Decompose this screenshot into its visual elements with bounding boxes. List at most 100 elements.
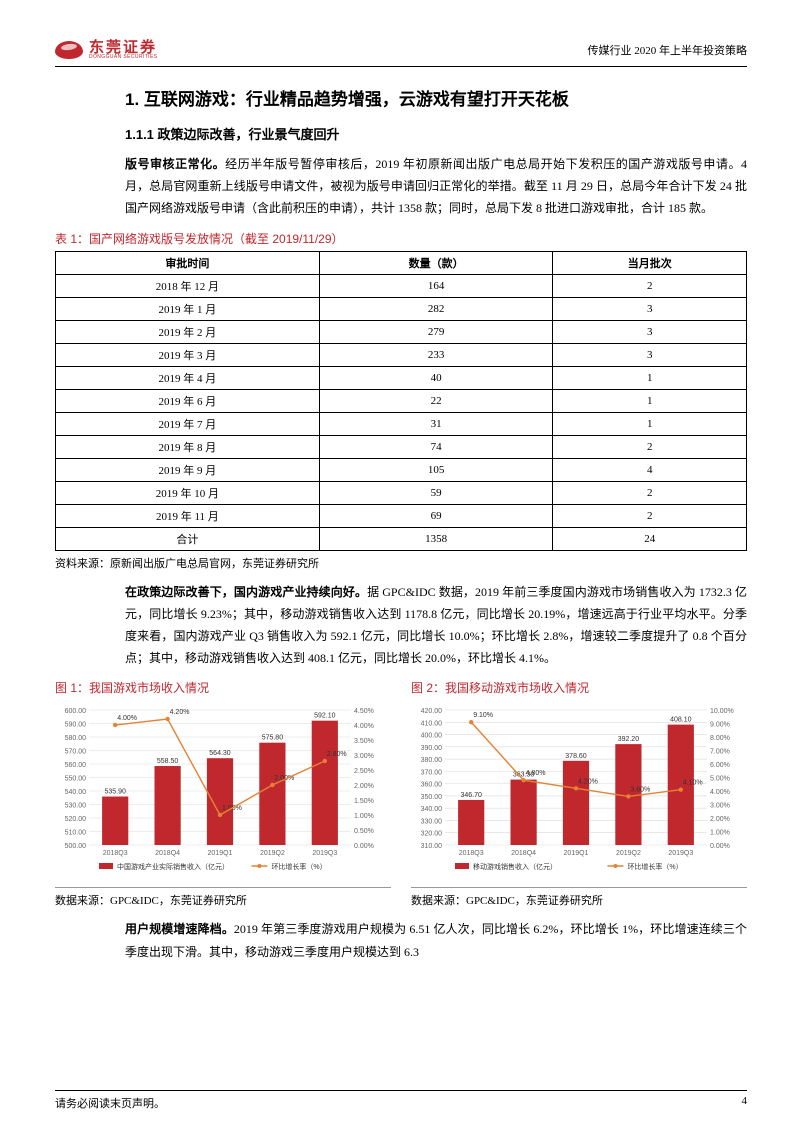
- chart2-source: 数据来源：GPC&IDC，东莞证券研究所: [411, 887, 747, 908]
- chart2-caption: 图 2：我国移动游戏市场收入情况: [411, 679, 747, 696]
- table1-cell: 2019 年 8 月: [56, 435, 320, 458]
- svg-text:340.00: 340.00: [421, 806, 443, 813]
- table-row: 2019 年 1 月2823: [56, 297, 747, 320]
- table1-header-cell: 审批时间: [56, 251, 320, 274]
- svg-text:1.50%: 1.50%: [354, 798, 374, 805]
- table1-cell: 31: [319, 412, 553, 435]
- svg-text:346.70: 346.70: [460, 792, 482, 799]
- table1-cell: 2: [553, 274, 747, 297]
- svg-text:310.00: 310.00: [421, 843, 443, 850]
- table-row: 2019 年 11 月692: [56, 504, 747, 527]
- chart1-source: 数据来源：GPC&IDC，东莞证券研究所: [55, 887, 391, 908]
- table1-cell: 3: [553, 320, 747, 343]
- svg-text:2019Q3: 2019Q3: [668, 850, 693, 857]
- table-row: 2019 年 6 月221: [56, 389, 747, 412]
- svg-text:2018Q4: 2018Q4: [511, 850, 536, 857]
- table1-cell: 2019 年 6 月: [56, 389, 320, 412]
- table1: 审批时间数量（款）当月批次 2018 年 12 月16422019 年 1 月2…: [55, 251, 747, 551]
- svg-text:390.00: 390.00: [421, 745, 443, 752]
- svg-text:590.00: 590.00: [65, 722, 87, 729]
- svg-text:2018Q3: 2018Q3: [459, 850, 484, 857]
- svg-text:9.00%: 9.00%: [710, 722, 730, 729]
- svg-text:中国游戏产业实际销售收入（亿元）: 中国游戏产业实际销售收入（亿元）: [117, 862, 229, 871]
- table1-cell: 2019 年 7 月: [56, 412, 320, 435]
- table1-cell: 233: [319, 343, 553, 366]
- table1-cell: 40: [319, 366, 553, 389]
- svg-text:550.00: 550.00: [65, 776, 87, 783]
- table-row: 2019 年 9 月1054: [56, 458, 747, 481]
- svg-text:0.50%: 0.50%: [354, 828, 374, 835]
- table1-header-cell: 数量（款）: [319, 251, 553, 274]
- svg-text:4.00%: 4.00%: [354, 723, 374, 730]
- table-row: 2019 年 4 月401: [56, 366, 747, 389]
- table1-cell: 2: [553, 504, 747, 527]
- footer-disclaimer: 请务必阅读末页声明。: [55, 1095, 165, 1111]
- table1-caption: 表 1：国产网络游戏版号发放情况（截至 2019/11/29）: [55, 230, 747, 247]
- table1-cell: 2019 年 1 月: [56, 297, 320, 320]
- table1-cell: 1: [553, 412, 747, 435]
- table1-cell: 2: [553, 435, 747, 458]
- paragraph-3: 用户规模增速降档。2019 年第三季度游戏用户规模为 6.51 亿人次，同比增长…: [125, 918, 747, 962]
- svg-text:移动游戏销售收入（亿元）: 移动游戏销售收入（亿元）: [473, 862, 557, 871]
- svg-text:380.00: 380.00: [421, 757, 443, 764]
- svg-text:564.30: 564.30: [209, 751, 231, 758]
- logo-icon: [55, 41, 83, 59]
- svg-text:环比增长率（%）: 环比增长率（%）: [271, 862, 326, 871]
- document-title: 传媒行业 2020 年上半年投资策略: [588, 42, 748, 58]
- svg-text:2018Q4: 2018Q4: [155, 850, 180, 857]
- svg-text:3.50%: 3.50%: [354, 738, 374, 745]
- table1-cell: 2019 年 2 月: [56, 320, 320, 343]
- svg-text:4.20%: 4.20%: [170, 709, 190, 716]
- table1-cell: 3: [553, 297, 747, 320]
- svg-text:2019Q3: 2019Q3: [312, 850, 337, 857]
- svg-text:540.00: 540.00: [65, 789, 87, 796]
- table1-cell: 1: [553, 366, 747, 389]
- table1-cell: 2019 年 4 月: [56, 366, 320, 389]
- svg-text:370.00: 370.00: [421, 770, 443, 777]
- svg-text:2018Q3: 2018Q3: [103, 850, 128, 857]
- svg-text:2.50%: 2.50%: [354, 768, 374, 775]
- svg-text:520.00: 520.00: [65, 816, 87, 823]
- table1-cell: 合计: [56, 527, 320, 550]
- svg-text:350.00: 350.00: [421, 794, 443, 801]
- page-footer: 请务必阅读末页声明。 4: [55, 1090, 747, 1111]
- svg-text:575.80: 575.80: [262, 735, 284, 742]
- svg-text:2019Q2: 2019Q2: [616, 850, 641, 857]
- svg-text:392.20: 392.20: [618, 736, 640, 743]
- paragraph-2: 在政策边际改善下，国内游戏产业持续向好。据 GPC&IDC 数据，2019 年前…: [125, 581, 747, 670]
- svg-text:7.00%: 7.00%: [710, 749, 730, 756]
- table1-cell: 74: [319, 435, 553, 458]
- svg-text:2019Q1: 2019Q1: [208, 850, 233, 857]
- logo-text-en: DONGGUAN SECURITIES: [89, 55, 157, 60]
- svg-text:0.00%: 0.00%: [354, 843, 374, 850]
- svg-text:5.00%: 5.00%: [710, 776, 730, 783]
- footer-page-number: 4: [742, 1095, 748, 1111]
- table1-cell: 1358: [319, 527, 553, 550]
- logo-text-cn: 东莞证券: [89, 40, 157, 55]
- table1-cell: 2019 年 9 月: [56, 458, 320, 481]
- table1-cell: 282: [319, 297, 553, 320]
- svg-text:2.00%: 2.00%: [354, 783, 374, 790]
- chart1-svg: 500.00510.00520.00530.00540.00550.00560.…: [55, 702, 385, 877]
- table-row: 合计135824: [56, 527, 747, 550]
- svg-text:环比增长率（%）: 环比增长率（%）: [627, 862, 682, 871]
- paragraph-1: 版号审核正常化。经历半年版号暂停审核后，2019 年初原新闻出版广电总局开始下发…: [125, 153, 747, 220]
- chart1-box: 图 1：我国游戏市场收入情况 500.00510.00520.00530.005…: [55, 679, 391, 908]
- svg-text:320.00: 320.00: [421, 831, 443, 838]
- svg-text:420.00: 420.00: [421, 708, 443, 715]
- para1-lead: 版号审核正常化。: [125, 157, 225, 171]
- table1-header-cell: 当月批次: [553, 251, 747, 274]
- table1-cell: 22: [319, 389, 553, 412]
- table-row: 2019 年 8 月742: [56, 435, 747, 458]
- table1-cell: 164: [319, 274, 553, 297]
- table-row: 2018 年 12 月1642: [56, 274, 747, 297]
- svg-text:8.00%: 8.00%: [710, 735, 730, 742]
- table-row: 2019 年 7 月311: [56, 412, 747, 435]
- svg-text:410.00: 410.00: [421, 721, 443, 728]
- chart2-box: 图 2：我国移动游戏市场收入情况 310.00320.00330.00340.0…: [411, 679, 747, 908]
- svg-text:360.00: 360.00: [421, 782, 443, 789]
- broker-logo: 东莞证券 DONGGUAN SECURITIES: [55, 40, 157, 60]
- svg-text:4.00%: 4.00%: [710, 789, 730, 796]
- table1-cell: 2019 年 11 月: [56, 504, 320, 527]
- svg-text:560.00: 560.00: [65, 762, 87, 769]
